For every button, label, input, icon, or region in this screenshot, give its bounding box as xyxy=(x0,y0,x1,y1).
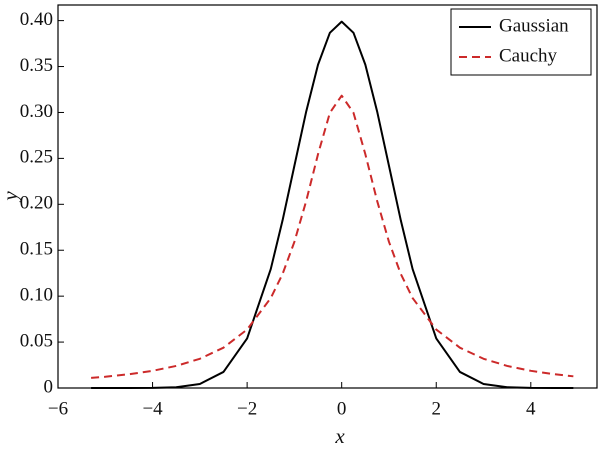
x-tick-label: 4 xyxy=(526,398,536,419)
y-tick-label: 0 xyxy=(44,376,54,397)
line-series xyxy=(91,94,574,379)
line-series xyxy=(91,20,574,389)
legend-box xyxy=(450,8,592,76)
legend-label: Cauchy xyxy=(499,45,558,66)
y-tick-label: 0.05 xyxy=(20,330,53,351)
x-tick-label: −2 xyxy=(237,398,257,419)
y-tick-label: 0.35 xyxy=(20,55,53,76)
y-tick-label: 0.10 xyxy=(20,285,53,306)
y-tick-label: 0.20 xyxy=(20,193,53,214)
y-tick-label: 0.25 xyxy=(20,147,53,168)
plot-frame xyxy=(57,4,598,389)
y-tick-label: 0.15 xyxy=(20,239,53,260)
x-axis-label: x xyxy=(334,424,345,448)
y-tick-label: 0.30 xyxy=(20,101,53,122)
x-tick-label: −4 xyxy=(142,398,163,419)
x-tick-label: 2 xyxy=(431,398,441,419)
y-axis-label: y xyxy=(0,191,22,203)
y-tick-label: 0.40 xyxy=(20,9,53,30)
legend-label: Gaussian xyxy=(499,15,569,36)
x-tick-label: −6 xyxy=(48,398,68,419)
x-tick-label: 0 xyxy=(337,398,347,419)
